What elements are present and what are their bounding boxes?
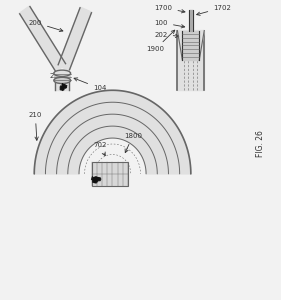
Polygon shape [94, 177, 96, 180]
Text: 200: 200 [29, 20, 63, 32]
Ellipse shape [54, 77, 71, 84]
Polygon shape [62, 87, 64, 91]
Text: 202: 202 [155, 32, 179, 38]
Polygon shape [63, 85, 64, 87]
Polygon shape [177, 31, 204, 60]
Polygon shape [96, 178, 101, 180]
Text: 100: 100 [155, 20, 185, 28]
Polygon shape [177, 31, 204, 90]
Polygon shape [94, 178, 96, 180]
Polygon shape [19, 6, 66, 71]
Polygon shape [64, 87, 66, 88]
Polygon shape [96, 177, 97, 180]
Polygon shape [94, 180, 96, 183]
Polygon shape [60, 87, 64, 89]
Polygon shape [95, 180, 97, 183]
Polygon shape [62, 87, 64, 90]
Polygon shape [96, 180, 98, 182]
Polygon shape [62, 85, 64, 87]
Polygon shape [34, 90, 191, 174]
Polygon shape [63, 85, 64, 87]
Polygon shape [55, 80, 69, 90]
Polygon shape [92, 180, 96, 183]
Polygon shape [96, 177, 97, 180]
Polygon shape [62, 83, 64, 87]
Text: 104: 104 [74, 78, 106, 91]
Text: FIG. 26: FIG. 26 [256, 130, 265, 158]
Polygon shape [94, 180, 96, 182]
Bar [92, 162, 128, 186]
Polygon shape [60, 87, 64, 90]
Polygon shape [95, 177, 97, 180]
Text: 1702: 1702 [197, 5, 231, 15]
Polygon shape [91, 179, 96, 181]
Polygon shape [58, 7, 92, 70]
Text: 210: 210 [29, 112, 42, 140]
Polygon shape [93, 179, 96, 180]
Polygon shape [92, 177, 96, 180]
Text: 702: 702 [93, 142, 106, 156]
Polygon shape [62, 87, 64, 88]
Text: 1900: 1900 [146, 30, 175, 52]
Polygon shape [62, 86, 64, 87]
Polygon shape [64, 87, 66, 88]
Text: 1700: 1700 [155, 5, 185, 13]
Polygon shape [182, 31, 199, 60]
Polygon shape [60, 86, 64, 88]
Text: 1800: 1800 [124, 133, 142, 153]
Polygon shape [63, 85, 64, 87]
Text: 212: 212 [50, 73, 65, 85]
Polygon shape [96, 178, 101, 180]
Polygon shape [64, 85, 67, 87]
Polygon shape [64, 86, 67, 88]
Polygon shape [96, 179, 100, 181]
Polygon shape [189, 10, 193, 31]
Polygon shape [94, 180, 96, 183]
Ellipse shape [54, 70, 71, 76]
Polygon shape [96, 178, 100, 180]
Bar [54, 73, 71, 80]
